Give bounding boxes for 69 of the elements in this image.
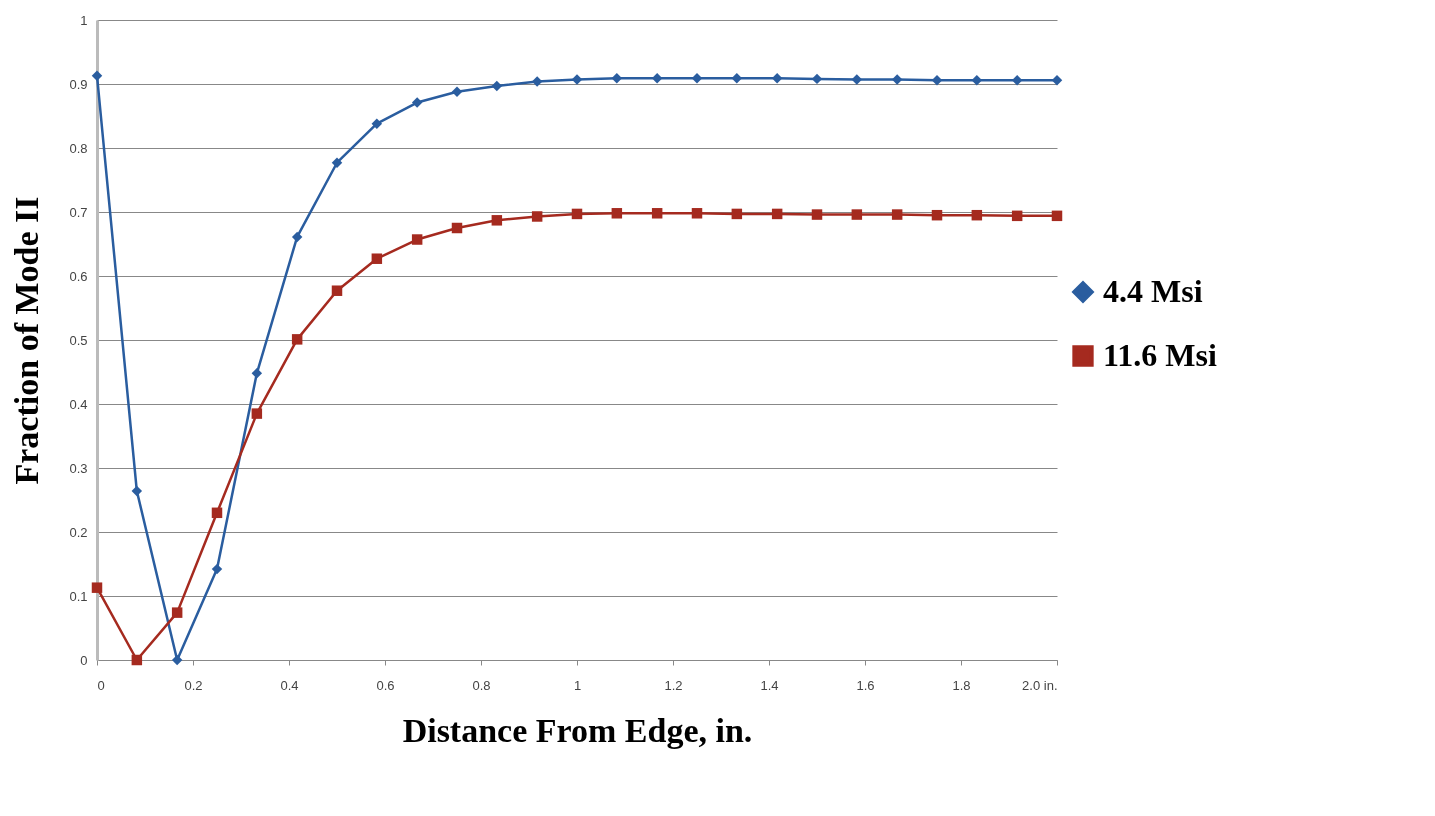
point [131,654,143,666]
point [371,118,383,129]
point [731,208,743,220]
x-tick-label: 0.4 [280,677,299,693]
point [251,368,263,379]
y-tick-label: 0.6 [69,268,88,284]
point [811,209,823,220]
x-tick-label: 1 [573,677,582,693]
point [371,253,383,264]
point [531,211,543,222]
x-tick-label: 0.8 [472,677,491,693]
point [691,208,703,219]
point [771,208,783,220]
legend-label: 4.4 Msi [1103,273,1203,309]
point [451,222,463,234]
x-tick-label: 1.2 [664,677,683,693]
point [451,86,463,97]
y-tick-label: 0.7 [69,204,88,220]
point [491,215,503,226]
y-tick-label: 0.4 [69,396,88,412]
point [91,70,103,81]
point [891,74,903,85]
point [291,231,303,243]
point [91,582,103,593]
x-tick-label: 0.6 [376,677,395,693]
y-tick-label: 0.5 [69,332,88,348]
y-tick-label: 0.1 [69,588,88,604]
y-axis-title: Fraction of Mode II [8,196,46,485]
point [891,209,903,220]
point [851,74,863,85]
y-tick-label: 0.3 [69,460,88,476]
point [251,408,263,419]
point [491,80,503,92]
y-tick-label: 0 [80,652,88,668]
point [531,76,543,87]
point [851,209,863,220]
point [411,234,423,245]
point [1051,210,1063,222]
point [171,607,183,618]
x-tick-label: 1.4 [760,677,779,693]
x-tick-label: 1.6 [856,677,875,693]
point [931,209,943,221]
y-tick-label: 1 [80,12,88,28]
point [411,97,423,108]
legend-label: 11.6 Msi [1103,337,1217,373]
point [571,74,583,85]
point [171,654,183,666]
y-tick-label: 0.8 [69,140,88,156]
point [571,208,583,220]
x-tick-label: 0 [97,677,105,693]
point [1051,74,1063,86]
point [331,157,343,168]
y-tick-label: 0.9 [69,76,88,92]
point [331,285,343,296]
x-tick-label: 0.2 [184,677,203,693]
point [1011,210,1023,222]
point [931,74,943,86]
y-tick-label: 0.2 [69,524,88,540]
point [971,209,983,221]
point [291,334,303,345]
x-tick-label: 1.8 [952,677,971,693]
x-tick-label: 2.0 in. [1022,677,1058,693]
point [211,563,223,575]
point [211,507,223,519]
point [691,73,703,84]
x-axis-title: Distance From Edge, in. [402,711,753,749]
point [611,208,623,219]
point [131,485,143,497]
point [651,208,663,219]
